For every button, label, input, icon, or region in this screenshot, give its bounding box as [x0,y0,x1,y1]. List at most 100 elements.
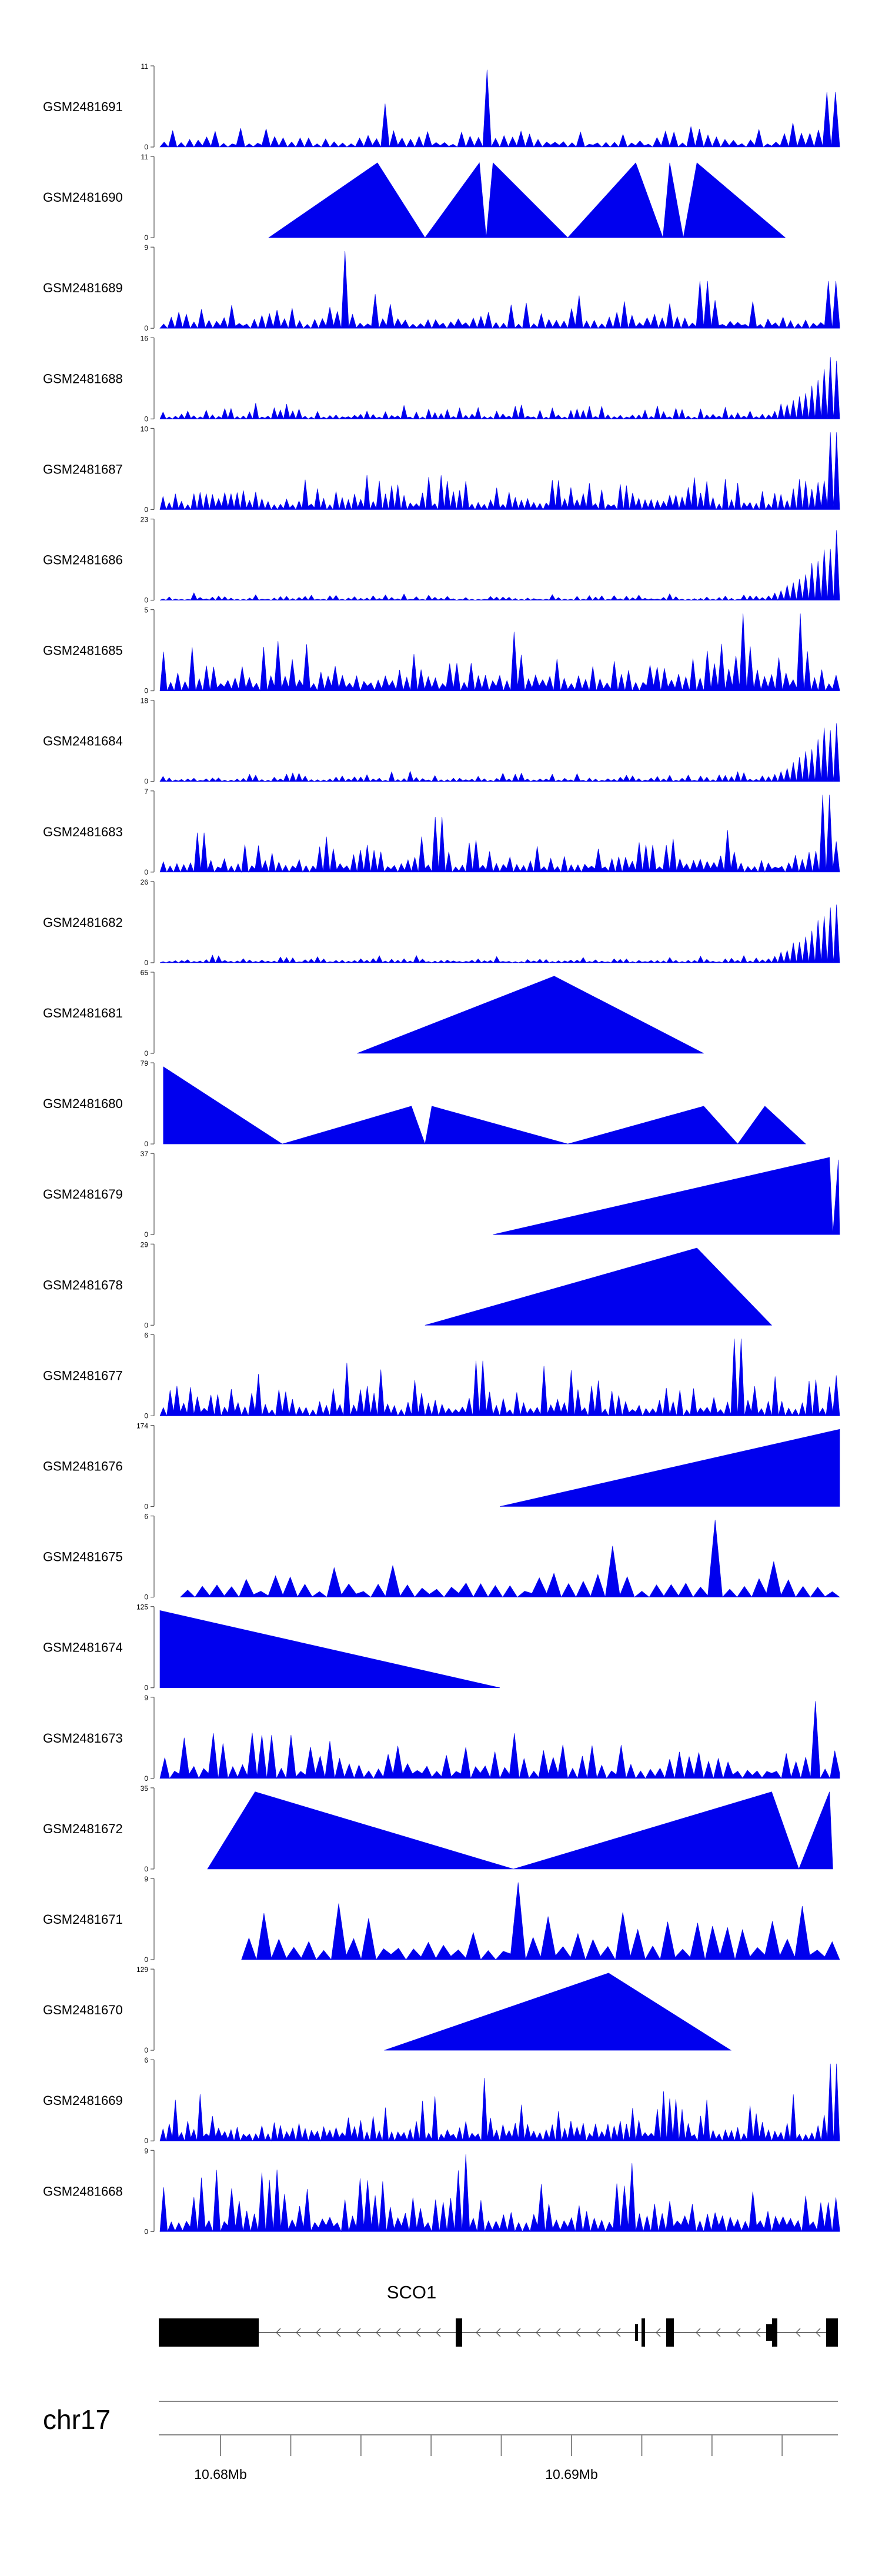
track-label: GSM2481687 [43,462,123,476]
track-label: GSM2481690 [43,190,123,205]
y-tick-label-max: 16 [141,334,149,342]
coverage-area [159,613,840,692]
strand-arrow [696,2328,701,2337]
track-GSM2481677: GSM2481677 6 0 [43,1331,840,1420]
y-tick-label-min: 0 [144,687,148,695]
strand-arrow [616,2328,621,2337]
coverage-area [159,69,840,148]
y-tick-label-min: 0 [144,233,148,242]
strand-arrow [496,2328,501,2337]
track-label: GSM2481679 [43,1187,123,1202]
strand-arrow [516,2328,521,2337]
track-GSM2481690: GSM2481690 11 0 [43,153,786,242]
coverage-area [159,905,840,964]
coverage-area [159,530,840,601]
coverage-area [163,1066,806,1145]
y-tick-label-min: 0 [144,2137,148,2145]
strand-arrow [376,2328,381,2337]
track-label: GSM2481677 [43,1368,123,1383]
coverage-area [499,1429,840,1507]
y-tick-label-max: 9 [144,1875,148,1883]
y-tick-label-max: 37 [141,1150,149,1158]
y-tick-label-max: 6 [144,1331,148,1339]
y-tick-label-min: 0 [144,778,148,786]
y-tick-label-max: 79 [141,1059,149,1067]
coverage-area [159,357,840,420]
coverage-tracks: GSM2481691110GSM2481690110GSM248168990GS… [43,62,840,2235]
track-label: GSM2481670 [43,2003,123,2017]
y-tick-label-min: 0 [144,1321,148,1329]
y-tick-label-max: 6 [144,1513,148,1521]
coverage-area [159,1701,840,1779]
x-tick-label-2: 10.69Mb [545,2467,598,2482]
track-GSM2481684: GSM2481684 18 0 [43,697,840,786]
track-GSM2481689: GSM2481689 9 0 [43,243,840,332]
gene-name-label: SCO1 [387,2282,436,2303]
coverage-area [159,251,840,329]
track-GSM2481675: GSM2481675 6 0 [43,1513,840,1601]
y-tick-label-min: 0 [144,1230,148,1239]
track-GSM2481687: GSM2481687 10 0 [43,425,840,513]
track-label: GSM2481678 [43,1277,123,1292]
y-tick-label-min: 0 [144,1865,148,1873]
y-tick-label-max: 23 [141,516,149,524]
track-GSM2481679: GSM2481679 37 0 [43,1150,840,1239]
strand-arrow [356,2328,361,2337]
track-GSM2481676: GSM2481676 174 0 [43,1422,840,1511]
y-tick-label-max: 9 [144,2147,148,2155]
strand-arrow [736,2328,741,2337]
track-label: GSM2481689 [43,281,123,295]
y-tick-label-max: 35 [141,1784,149,1793]
track-label: GSM2481668 [43,2184,123,2198]
exon-6 [766,2324,772,2341]
genome-axis: chr17 10.68Mb 10.69Mb [43,2401,838,2482]
y-tick-label-max: 65 [141,969,149,977]
track-GSM2481682: GSM2481682 26 0 [43,878,840,967]
track-GSM2481673: GSM2481673 9 0 [43,1694,840,1783]
strand-arrow [536,2328,541,2337]
track-label: GSM2481686 [43,553,123,568]
strand-arrows [276,2328,821,2337]
y-tick-label-max: 11 [141,62,149,71]
y-tick-label-min: 0 [144,2046,148,2054]
track-GSM2481678: GSM2481678 29 0 [43,1240,773,1329]
y-tick-label-min: 0 [144,1412,148,1420]
coverage-area [241,1882,840,1960]
strand-arrow [596,2328,601,2337]
track-GSM2481680: GSM2481680 79 0 [43,1059,806,1148]
coverage-area [425,1247,773,1326]
coverage-area [159,432,840,510]
coverage-area [493,1157,840,1235]
exon-8 [826,2318,838,2347]
exon-5 [666,2318,674,2347]
chromosome-label: chr17 [43,2404,111,2435]
gene-exons [159,2318,838,2347]
y-tick-label-max: 5 [144,606,148,615]
track-GSM2481688: GSM2481688 16 0 [43,334,840,423]
strand-arrow [656,2328,661,2337]
y-tick-label-min: 0 [144,1593,148,1601]
track-label: GSM2481682 [43,915,123,930]
strand-arrow [276,2328,281,2337]
y-tick-label-max: 7 [144,788,148,796]
strand-arrow [336,2328,341,2337]
y-tick-label-max: 9 [144,243,148,252]
strand-arrow [816,2328,821,2337]
track-label: GSM2481684 [43,734,123,749]
exon-7 [772,2318,777,2347]
coverage-area [159,2154,840,2233]
track-GSM2481681: GSM2481681 65 0 [43,969,704,1057]
track-GSM2481668: GSM2481668 9 0 [43,2147,840,2235]
strand-arrow [556,2328,561,2337]
track-label: GSM2481674 [43,1640,123,1655]
track-GSM2481669: GSM2481669 6 0 [43,2056,840,2145]
exon-1 [159,2318,259,2347]
axis-ticks [220,2435,783,2456]
strand-arrow [716,2328,721,2337]
strand-arrow [316,2328,321,2337]
coverage-area [159,2063,840,2142]
coverage-area [159,723,840,782]
y-tick-label-max: 9 [144,1694,148,1702]
coverage-area [179,1520,840,1598]
strand-arrow [296,2328,301,2337]
